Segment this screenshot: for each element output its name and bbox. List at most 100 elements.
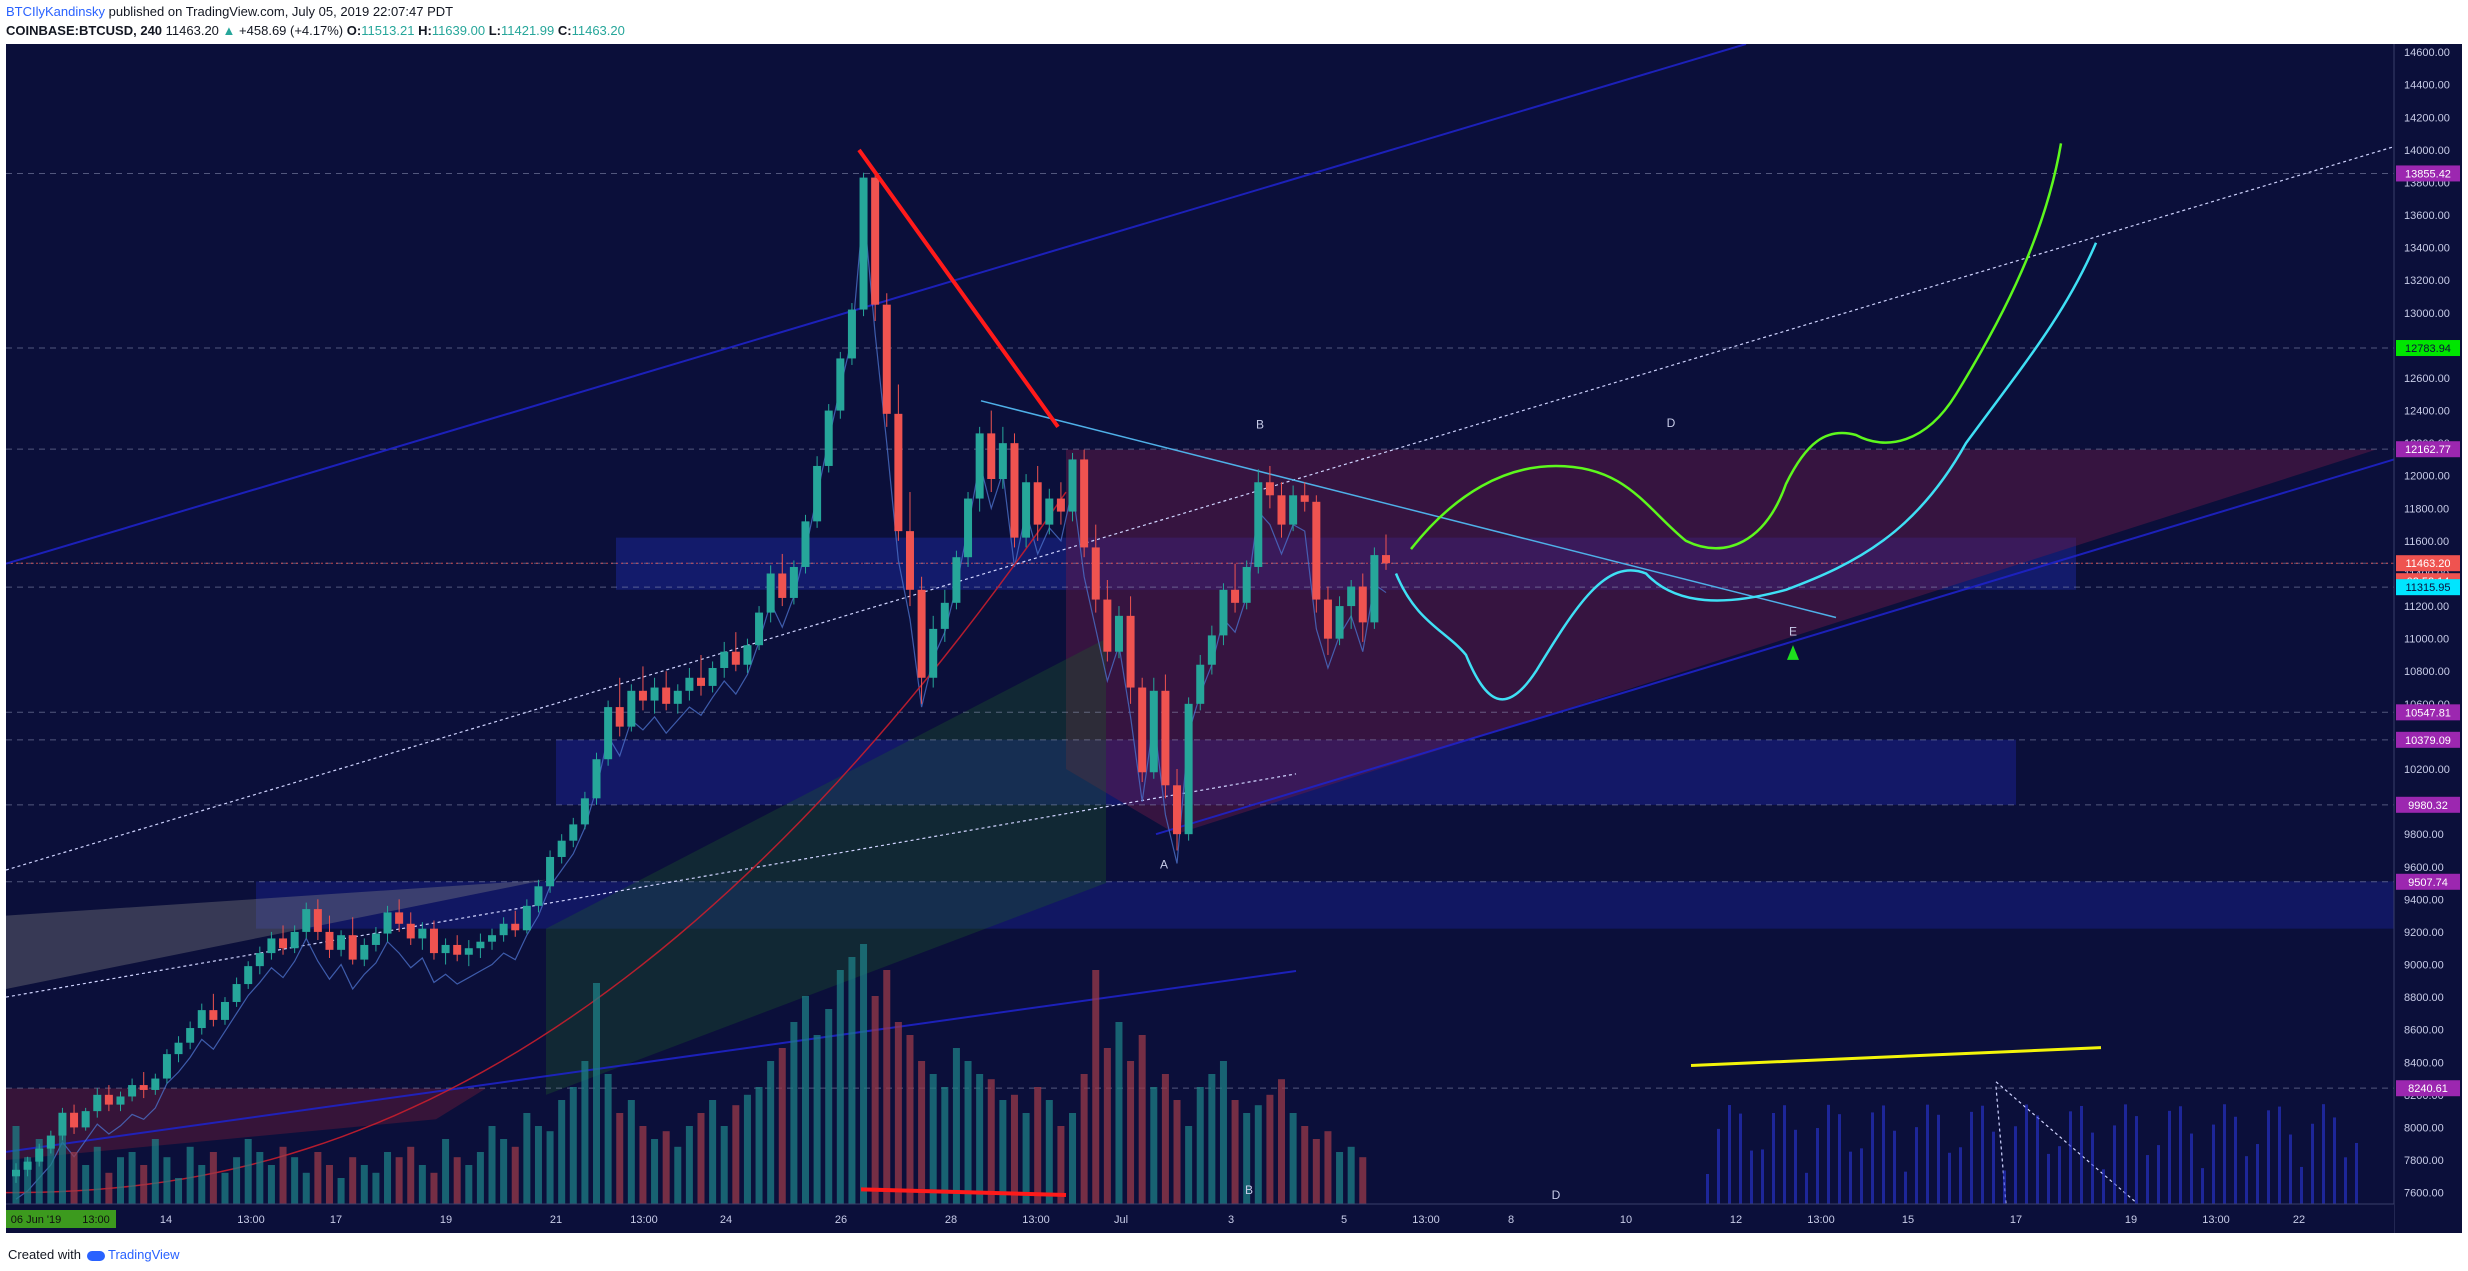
- price-label-bg: [2396, 873, 2460, 890]
- annotation-label: B: [1245, 1183, 1253, 1197]
- ghost-volume-bar: [2091, 1132, 2094, 1204]
- volume-bar: [918, 1061, 926, 1204]
- volume-bar: [883, 970, 891, 1204]
- ghost-volume-bar: [1904, 1171, 1907, 1204]
- y-tick-label: 11600.00: [2404, 536, 2449, 548]
- annotation-label: D: [1667, 416, 1676, 430]
- volume-bar: [128, 1152, 136, 1204]
- y-tick-label: 7800.00: [2404, 1155, 2444, 1167]
- candle-body: [847, 309, 856, 359]
- price-label-bg: [2396, 441, 2460, 458]
- ghost-volume-bar: [2080, 1105, 2083, 1204]
- candle-body: [638, 690, 647, 701]
- candle-body: [1323, 599, 1332, 639]
- candle-body: [429, 928, 438, 954]
- ghost-volume-bar: [2179, 1106, 2182, 1204]
- author-link[interactable]: BTCIlyKandinsky: [6, 4, 105, 19]
- y-tick-label: 12400.00: [2404, 406, 2450, 418]
- last-price: 11463.20: [165, 23, 219, 38]
- volume-bar: [453, 1157, 461, 1204]
- ghost-volume-bar: [2355, 1142, 2358, 1204]
- close-label: C:: [557, 23, 572, 38]
- volume-bar: [1289, 1113, 1297, 1204]
- ghost-volume-bar: [1882, 1105, 1885, 1204]
- chart-area[interactable]: A B D E B D 14600.00 14400.00 14200.00 14000.00 1…: [6, 44, 2462, 1233]
- volume-bar: [767, 1061, 775, 1204]
- candle-body: [174, 1042, 183, 1055]
- candle-body: [81, 1111, 90, 1128]
- volume-bar: [999, 1100, 1007, 1204]
- volume-bar: [1336, 1152, 1344, 1204]
- low-value: 11421.99: [500, 23, 555, 38]
- candle-body: [1114, 615, 1123, 652]
- candle-body: [1056, 498, 1065, 512]
- candle-body: [348, 935, 357, 960]
- candle-body: [1312, 501, 1321, 600]
- ghost-volume-bar: [1750, 1150, 1753, 1204]
- y-tick-label: 9000.00: [2404, 960, 2444, 972]
- ghost-volume-bar: [2344, 1157, 2347, 1204]
- volume-bar: [825, 1009, 833, 1204]
- ghost-volume-bar: [1915, 1127, 1918, 1204]
- candle-body: [488, 935, 497, 942]
- tradingview-link[interactable]: TradingView: [107, 1247, 180, 1262]
- volume-bar: [1196, 1087, 1204, 1204]
- candle-body: [557, 840, 566, 857]
- ghost-volume-bar: [2322, 1104, 2325, 1204]
- volume-bar: [546, 1131, 554, 1204]
- volume-bar: [1034, 1087, 1042, 1204]
- candle-body: [476, 941, 485, 949]
- candle-body: [964, 498, 973, 558]
- price-label-text: 13855.42: [2405, 168, 2451, 180]
- candle-body: [313, 909, 322, 932]
- y-tick-label: 9200.00: [2404, 927, 2444, 939]
- ghost-volume-bar: [1959, 1147, 1962, 1204]
- volume-bar: [256, 1152, 264, 1204]
- candle-body: [975, 433, 984, 499]
- candle-body: [1091, 547, 1100, 600]
- volume-bar: [790, 1022, 798, 1204]
- x-tick-label: 06 Jun '19: [11, 1214, 61, 1226]
- candle-body: [1219, 589, 1228, 636]
- candle-body: [534, 886, 543, 906]
- volume-bar: [964, 1061, 972, 1204]
- volume-bar: [1127, 1061, 1135, 1204]
- x-tick-label: 15: [1902, 1214, 1914, 1226]
- volume-bar: [151, 1139, 159, 1204]
- zones-layer: [6, 449, 2396, 1161]
- annotation-label: A: [1160, 857, 1168, 871]
- candle-body: [755, 612, 764, 646]
- ghost-volume-bar: [1717, 1128, 1720, 1204]
- x-tick-label: 13:00: [1807, 1214, 1835, 1226]
- candle-body: [93, 1094, 102, 1112]
- x-tick-label: 13:00: [630, 1214, 658, 1226]
- annotations-layer: A B D E B D: [857, 143, 2102, 1202]
- candle-body: [453, 944, 462, 955]
- price-label-text: 10547.81: [2405, 707, 2451, 719]
- volume-bar: [1231, 1100, 1239, 1204]
- ghost-volume-bar: [2267, 1110, 2270, 1204]
- ghost-volume-bar: [1816, 1128, 1819, 1204]
- published-text: published on TradingView.com, July 05, 2…: [108, 4, 454, 19]
- x-tick-label: 14: [160, 1214, 172, 1226]
- chart-canvas[interactable]: A B D E B D 14600.00 14400.00 14200.00 14000.00 1…: [6, 44, 2462, 1233]
- axis-layer: 14600.0014400.0014200.0014000.0013800.00…: [6, 44, 2462, 1233]
- price-label-bg: [2396, 704, 2460, 721]
- volume-bar: [500, 1139, 508, 1204]
- volume-layer: [12, 944, 2358, 1204]
- x-tick-label: 17: [330, 1214, 342, 1226]
- trendline-dotted: [6, 146, 2395, 871]
- candle-body: [186, 1028, 195, 1043]
- volume-bar: [47, 1146, 55, 1204]
- footer: Created with TradingView: [0, 1233, 2468, 1271]
- volume-bar: [941, 1087, 949, 1204]
- candle-body: [360, 944, 369, 960]
- ghost-volume-bar: [2146, 1155, 2149, 1204]
- x-tick-label: 5: [1341, 1214, 1347, 1226]
- red-volume-line: [860, 1187, 1067, 1198]
- price-label: 9507.74: [2396, 873, 2460, 890]
- volume-bar: [1278, 1079, 1286, 1204]
- volume-bar: [488, 1126, 496, 1204]
- ghost-volume-bar: [2311, 1123, 2314, 1204]
- volume-bar: [221, 1172, 229, 1204]
